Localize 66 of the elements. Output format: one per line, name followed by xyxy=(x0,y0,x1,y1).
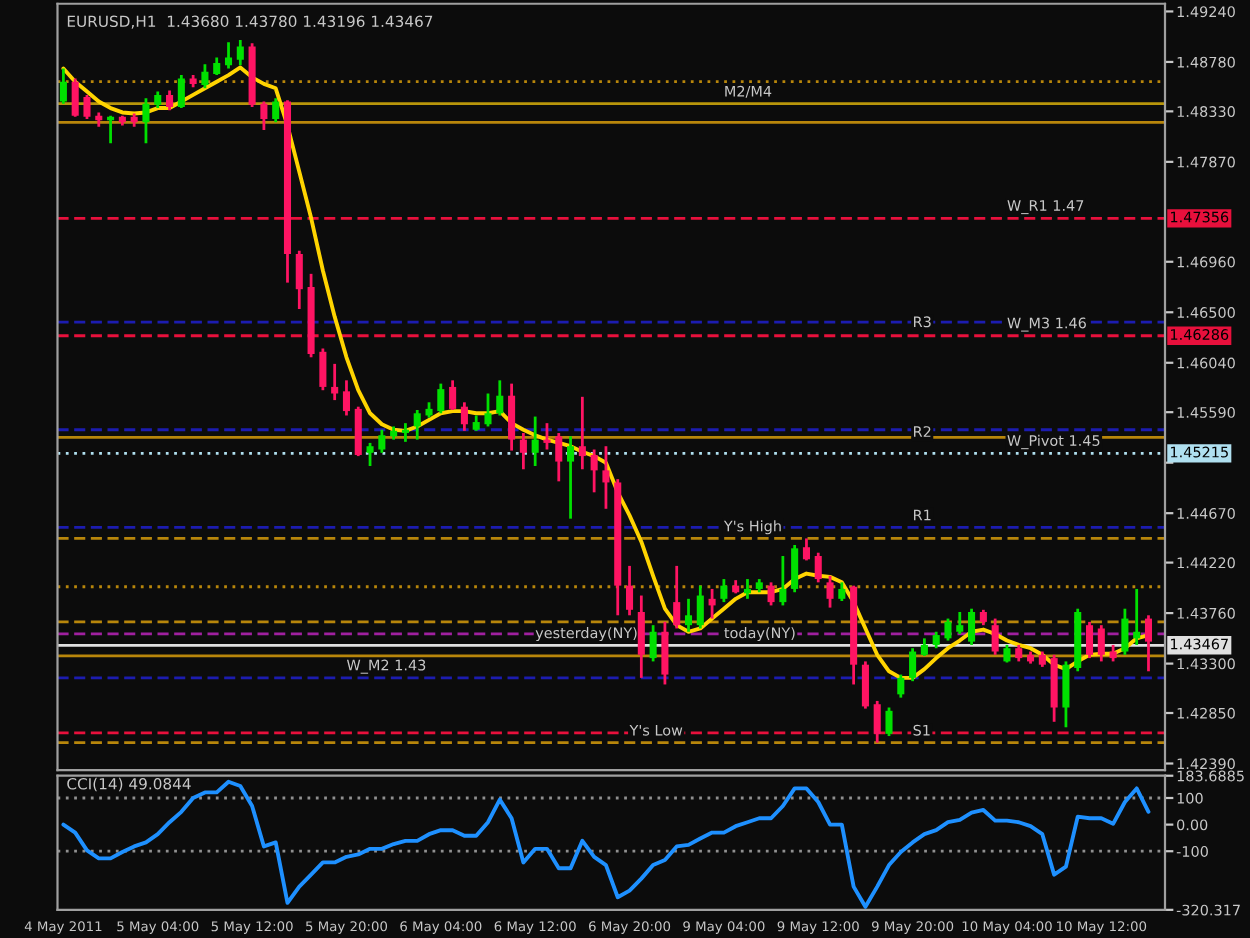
candlestick xyxy=(1062,660,1070,729)
candlestick xyxy=(236,38,244,67)
candlestick xyxy=(177,73,185,110)
candlestick xyxy=(684,597,693,634)
candlestick xyxy=(767,580,775,607)
candlestick xyxy=(531,415,539,468)
candlestick xyxy=(814,551,822,584)
candlestick xyxy=(342,378,350,417)
candlestick xyxy=(354,405,362,458)
candlestick xyxy=(260,100,268,132)
candlestick xyxy=(661,620,669,686)
candlestick xyxy=(401,421,409,444)
candlestick xyxy=(802,537,810,562)
candlestick xyxy=(885,706,893,738)
candlestick xyxy=(59,67,67,106)
candlestick xyxy=(956,610,964,636)
candlestick xyxy=(1085,620,1094,660)
candlestick xyxy=(696,584,704,630)
candlestick xyxy=(295,249,303,311)
candlestick xyxy=(861,660,869,710)
candlestick xyxy=(366,441,374,468)
candlestick xyxy=(625,564,634,617)
candlestick xyxy=(508,382,516,452)
candlestick xyxy=(909,646,917,683)
candlestick xyxy=(673,564,681,630)
candlestick xyxy=(166,89,174,112)
candlestick xyxy=(543,421,551,451)
candlestick xyxy=(1121,607,1129,657)
candlestick xyxy=(142,96,150,145)
candlestick xyxy=(201,62,209,90)
candlestick xyxy=(720,577,728,604)
candlestick xyxy=(519,431,527,471)
candlestick xyxy=(779,554,787,607)
candlestick xyxy=(224,40,233,70)
candlestick xyxy=(826,574,834,609)
candlestick xyxy=(944,617,952,642)
candlestick xyxy=(743,577,752,601)
candlestick xyxy=(991,617,999,657)
line-series xyxy=(61,779,1151,909)
candlestick xyxy=(968,607,976,647)
candlestick xyxy=(590,448,598,494)
candlestick xyxy=(838,580,846,603)
candlestick xyxy=(578,395,586,471)
candlestick xyxy=(272,96,280,124)
candlestick xyxy=(897,673,905,700)
candlestick xyxy=(567,434,575,521)
candlestick xyxy=(1097,623,1105,663)
candlestick xyxy=(460,400,468,433)
candlestick xyxy=(331,362,339,402)
candlestick xyxy=(71,77,79,119)
candlestick xyxy=(484,392,492,428)
candlestick xyxy=(496,378,504,417)
candlestick xyxy=(873,699,881,745)
candlestick xyxy=(319,347,327,392)
candlestick xyxy=(791,543,799,594)
candlestick xyxy=(378,428,386,455)
candlestick xyxy=(602,444,610,511)
candlestick xyxy=(649,623,657,663)
candlestick xyxy=(437,382,445,415)
candlestick xyxy=(555,431,563,483)
candlestick xyxy=(413,408,421,442)
candlestick xyxy=(449,378,457,412)
candlestick xyxy=(1144,613,1153,673)
candlestick xyxy=(107,114,115,145)
candlestick xyxy=(83,93,91,121)
candlestick xyxy=(637,594,645,680)
